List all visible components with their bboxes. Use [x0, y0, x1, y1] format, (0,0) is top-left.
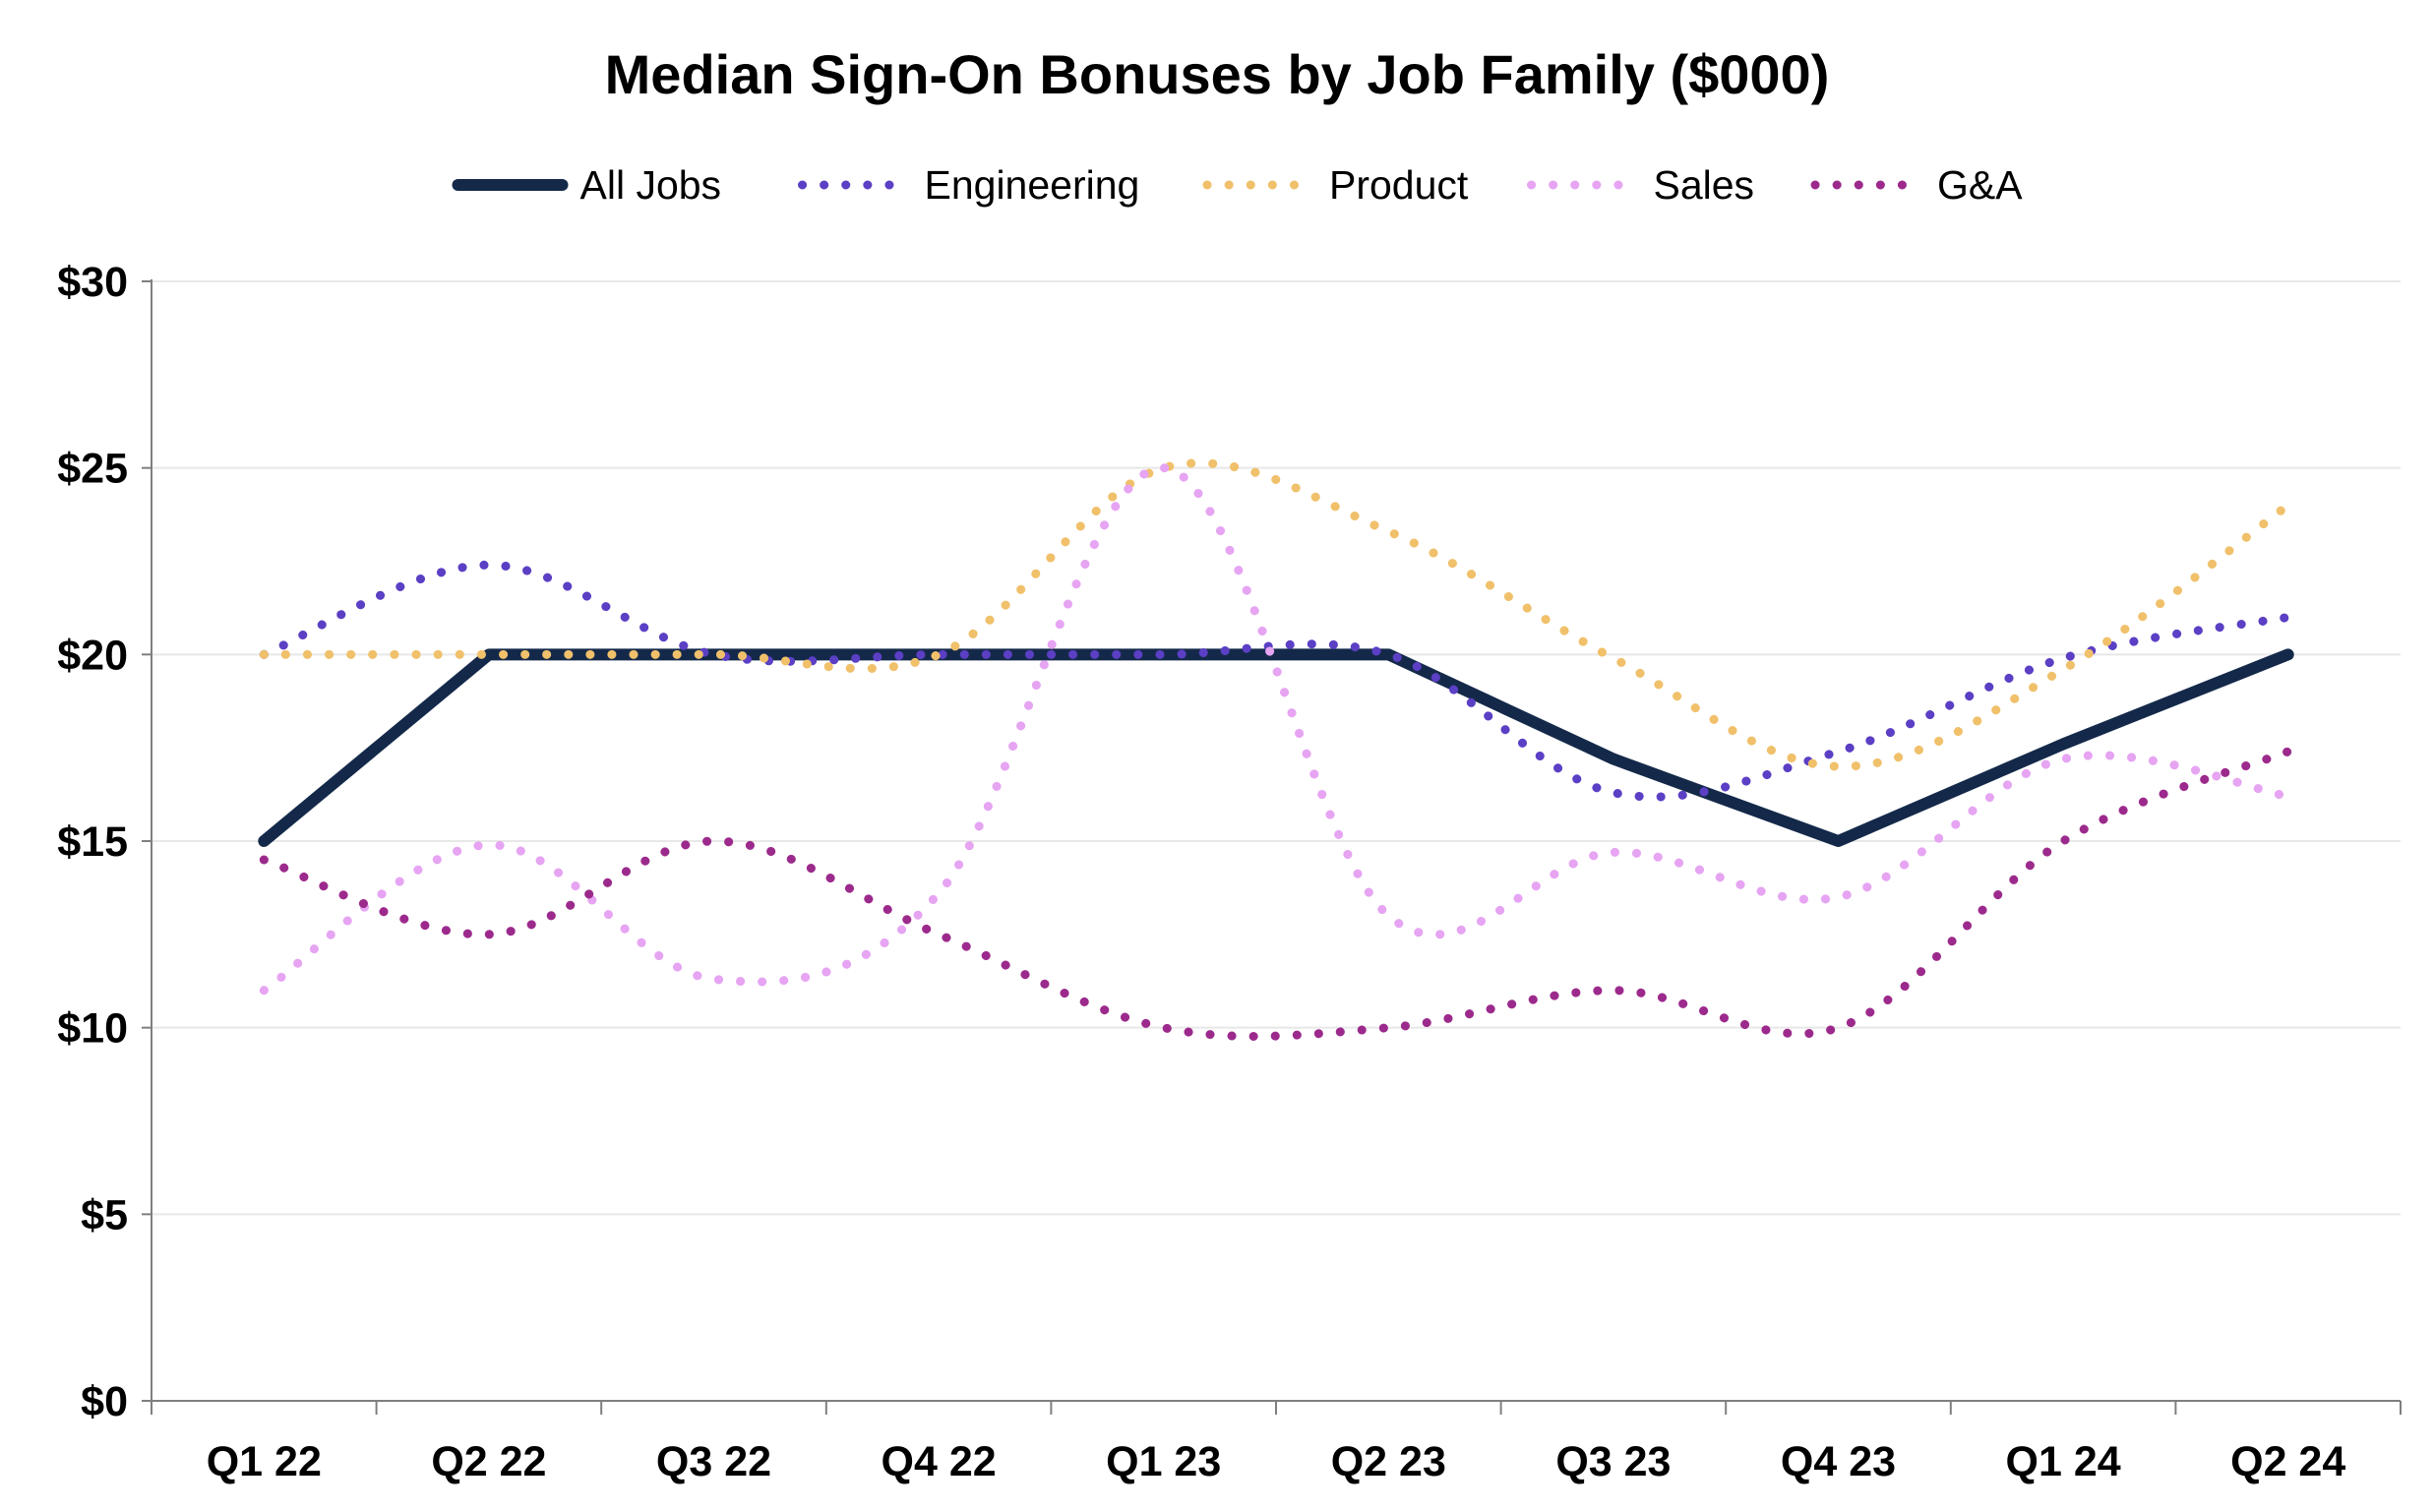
- x-tick-label: Q4 22: [882, 1438, 997, 1485]
- series-line-engineering: [259, 560, 2293, 802]
- x-tick-label: Q2 22: [431, 1438, 546, 1485]
- legend-label: Sales: [1654, 162, 1755, 208]
- gridlines: [152, 280, 2401, 1216]
- legend-label: G&A: [1937, 162, 2023, 208]
- axes: $0 $5 $10 $15 $20 $25 $30 Q1 22 Q2 22 Q3 22 Q4 22 Q…: [57, 259, 2402, 1485]
- y-tick-label: $25: [57, 446, 128, 493]
- legend-label: Engineering: [925, 162, 1140, 208]
- legend-item-all-jobs: All Jobs: [452, 162, 722, 208]
- series-line-all-jobs: [258, 648, 2294, 847]
- x-tick-label: Q2 24: [2230, 1438, 2345, 1485]
- legend-item-engineering: Engineering: [798, 162, 1140, 208]
- series-line-sales: [259, 463, 2293, 996]
- x-tick-label: Q4 23: [1781, 1438, 1896, 1485]
- legend-label: Product: [1329, 162, 1469, 208]
- y-tick-label: $15: [57, 818, 128, 866]
- chart-title: Median Sign-On Bonuses by Job Family ($0…: [605, 43, 1830, 105]
- series-line-g-a: [259, 747, 2293, 1041]
- x-tick-label: Q1 23: [1106, 1438, 1221, 1485]
- series-layer: [258, 458, 2294, 1041]
- y-tick-label: $30: [57, 259, 128, 306]
- series-line-product: [259, 458, 2293, 771]
- y-tick-label: $5: [81, 1191, 128, 1239]
- y-tick-label: $10: [57, 1005, 128, 1053]
- x-tick-label: Q1 22: [207, 1438, 322, 1485]
- legend: All Jobs Engineering Product Sales G&A: [452, 162, 2023, 208]
- legend-label: All Jobs: [580, 162, 722, 208]
- legend-item-product: Product: [1202, 162, 1469, 208]
- legend-item-g-a: G&A: [1810, 162, 2023, 208]
- y-tick-label: $20: [57, 632, 128, 679]
- x-tick-label: Q3 23: [1555, 1438, 1671, 1485]
- y-tick-label: $0: [81, 1378, 128, 1425]
- legend-item-sales: Sales: [1527, 162, 1755, 208]
- x-tick-label: Q2 23: [1331, 1438, 1446, 1485]
- x-tick-label: Q3 22: [656, 1438, 771, 1485]
- x-tick-label: Q1 24: [2006, 1438, 2121, 1485]
